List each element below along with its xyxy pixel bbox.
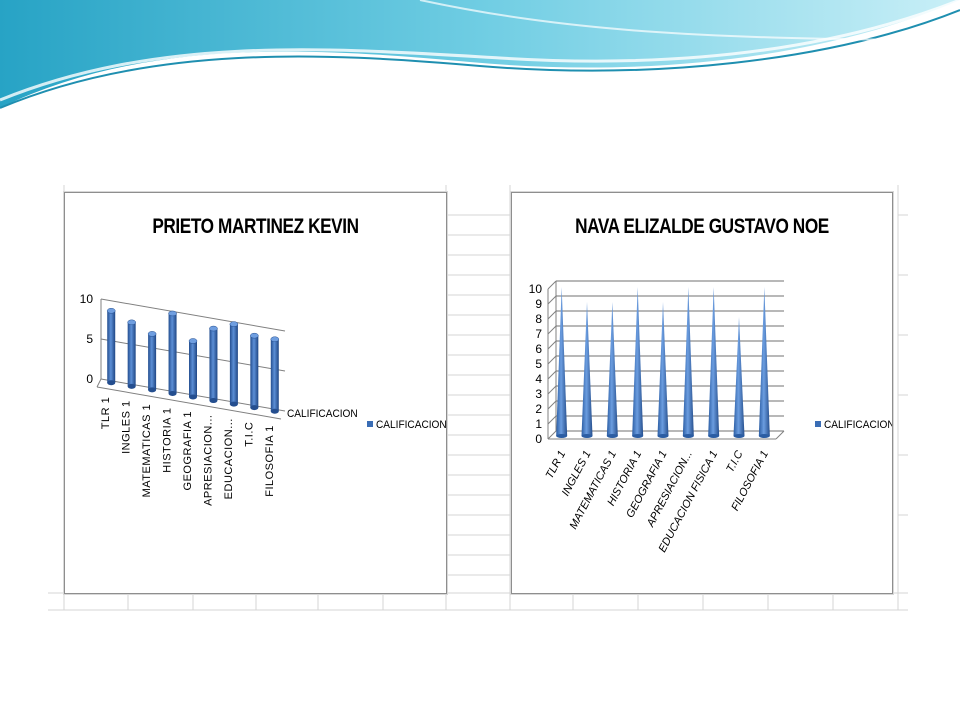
bar-base: [229, 401, 238, 407]
floor-edge: [96, 378, 102, 388]
bar-cone: [581, 302, 593, 436]
y-tick-label: 7: [535, 327, 542, 341]
cone-base: [606, 434, 618, 438]
bar-cylinder: [148, 333, 157, 390]
side-gridline: [547, 325, 557, 335]
cone-base: [657, 434, 669, 438]
bar-base: [107, 380, 116, 386]
bar-top: [168, 310, 177, 317]
cone-base: [708, 434, 720, 438]
bar-top: [188, 338, 198, 344]
bar-base: [168, 390, 177, 396]
bar-top: [250, 332, 259, 339]
bar-cone: [657, 302, 669, 436]
y-tick-label: 0: [535, 432, 542, 446]
y-tick-label: 3: [535, 387, 542, 401]
y-tick-label: 1: [535, 417, 542, 431]
chart-kevin: 0 5 10 TLR 1 INGLES 1 MATEMATICAS 1 HISTORIA 1…: [80, 292, 447, 506]
bar-cone: [682, 287, 694, 436]
y-tick-label: 9: [535, 297, 542, 311]
x-category-label: INGLES 1: [121, 400, 133, 454]
side-gridline: [547, 280, 557, 290]
bar-top: [106, 308, 116, 314]
bar-base: [148, 387, 157, 393]
bar-top: [127, 319, 136, 326]
side-gridline: [547, 415, 557, 425]
legend-label: CALIFICACION: [824, 419, 892, 431]
bar-cylinder: [107, 310, 116, 383]
side-gridline: [547, 310, 557, 320]
cone-base: [733, 434, 745, 438]
y-tick-label: 10: [80, 292, 94, 306]
chart-panel-kevin[interactable]: PRIETO MARTINEZ KEVIN 0 5 10 TLR 1 INGLES 1 M…: [64, 192, 447, 594]
bar-cylinder: [229, 324, 238, 405]
side-gridline: [547, 370, 557, 380]
depth-axis-label: CALIFICACION: [287, 408, 358, 420]
y-tick-label: 0: [86, 372, 93, 386]
cone-base: [632, 434, 644, 438]
x-category-label: MATEMATICAS 1: [141, 404, 153, 498]
x-category-label: T.I.C: [243, 422, 255, 447]
side-gridline: [547, 355, 557, 365]
floor-edge: [96, 386, 282, 420]
side-gridline: [547, 295, 557, 305]
side-gridline: [547, 340, 557, 350]
x-category-label: GEOGRAFIA 1: [182, 411, 194, 490]
chart-title: NAVA ELIZALDE GUSTAVO NOE: [575, 215, 829, 238]
x-category-label: TLR 1: [100, 397, 112, 429]
header-wave: [0, 0, 960, 109]
bar-top: [209, 325, 218, 332]
legend-swatch: [815, 421, 821, 427]
floor-side-edge: [775, 430, 785, 440]
x-category-label: FILOSOFIA 1: [264, 425, 276, 497]
gridline: [100, 298, 286, 332]
bar-base: [250, 405, 259, 411]
bar-cone: [708, 287, 720, 436]
cone-base: [758, 434, 770, 438]
side-gridline: [547, 385, 557, 395]
cone-base: [556, 434, 568, 438]
bar-cone: [606, 302, 618, 436]
x-category-label: EDUCACION...: [223, 418, 235, 499]
cone-base: [581, 434, 593, 438]
bar-top: [147, 331, 157, 337]
bar-cylinder: [127, 322, 136, 387]
side-gridline: [547, 430, 557, 440]
y-tick-label: 4: [535, 372, 542, 386]
side-gridline: [547, 400, 557, 410]
bar-cylinder: [209, 328, 218, 401]
bar-base: [209, 398, 218, 404]
x-category-label: T.I.C: [724, 449, 745, 475]
bar-top: [270, 336, 280, 342]
bar-cone: [733, 317, 745, 436]
bar-cylinder: [270, 339, 279, 412]
legend-label: CALIFICACION: [376, 419, 446, 431]
chart-title: PRIETO MARTINEZ KEVIN: [152, 215, 359, 238]
bar-cylinder: [168, 313, 177, 394]
bar-cylinder: [250, 335, 259, 408]
bar-cone: [632, 287, 644, 436]
x-category-label: APRESIACION...: [202, 415, 214, 506]
bar-top: [229, 321, 239, 327]
bar-cylinder: [189, 341, 197, 397]
y-tick-label: 2: [535, 402, 542, 416]
legend-swatch: [367, 421, 373, 427]
chart-panel-gustavo[interactable]: NAVA ELIZALDE GUSTAVO NOE 0 1 2 3 4 5 6 7 8 9 10 TL…: [511, 192, 895, 594]
y-tick-label: 6: [535, 342, 542, 356]
y-tick-label: 10: [529, 282, 543, 296]
bar-cone: [556, 287, 568, 436]
bar-cone: [758, 287, 770, 436]
y-tick-label: 5: [535, 357, 542, 371]
bar-base: [189, 394, 197, 400]
bar-base: [127, 383, 136, 389]
y-tick-label: 5: [86, 332, 93, 346]
bar-base: [270, 408, 279, 414]
cone-base: [682, 434, 694, 438]
y-tick-label: 8: [535, 312, 542, 326]
x-category-label: TLR 1: [544, 449, 569, 481]
x-category-label: HISTORIA 1: [162, 407, 174, 472]
